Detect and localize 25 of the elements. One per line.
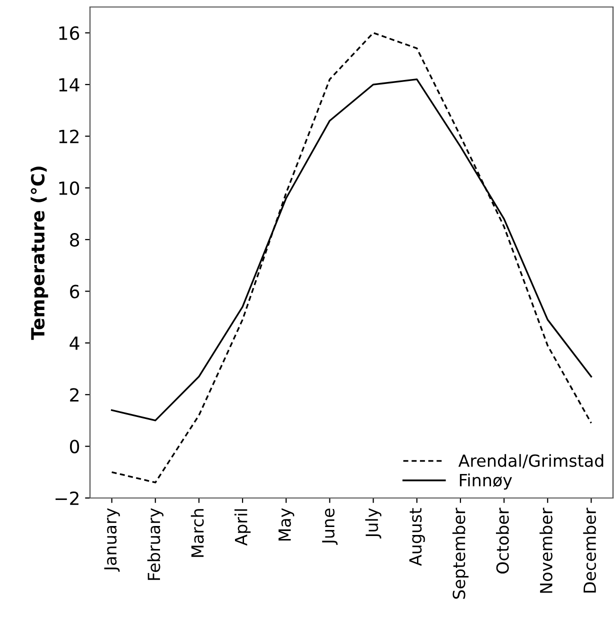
x-tick-label: April: [234, 509, 251, 546]
y-axis-title: Temperature (°C): [30, 166, 48, 340]
y-tick-label: 2: [70, 388, 78, 402]
y-tick-label: 4: [70, 336, 80, 350]
x-tick-label: October: [496, 508, 509, 574]
x-tick-label: February: [147, 508, 164, 580]
x-tick-label: March: [190, 509, 204, 557]
x-tick-label: August: [409, 508, 425, 566]
x-tick-label: July: [365, 508, 382, 539]
y-tick-label: 6: [70, 284, 80, 298]
legend-label: Finnøy: [460, 474, 512, 490]
y-tick-label: 14: [59, 78, 80, 92]
x-tick-label: January: [104, 508, 120, 572]
x-tick-label: December: [583, 508, 596, 593]
x-tick-label: June: [322, 508, 338, 545]
y-tick-label: 16: [59, 26, 80, 40]
y-tick-label: 10: [59, 181, 80, 196]
y-tick-label: 8: [70, 233, 80, 247]
x-tick-label: September: [452, 508, 469, 599]
legend-label: Arendal/Grimstad: [458, 454, 604, 468]
x-tick-label: May: [278, 508, 294, 541]
y-tick-label: 12: [59, 130, 78, 144]
x-tick-label: November: [540, 508, 552, 593]
y-tick-label: 0: [70, 440, 80, 454]
y-tick-label: −2: [56, 491, 78, 505]
